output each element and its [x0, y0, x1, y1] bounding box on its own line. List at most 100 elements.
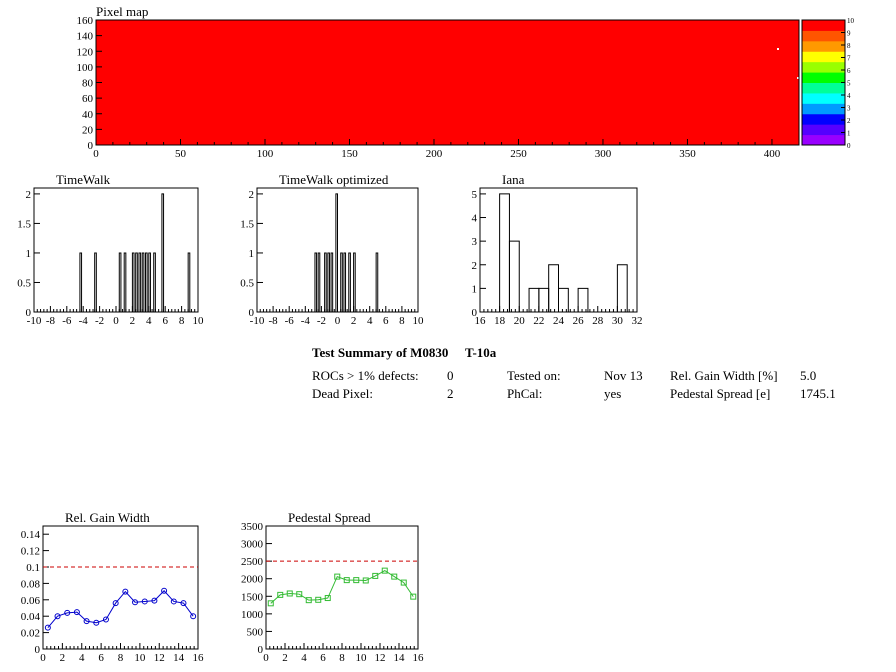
- y-tick-label: 3: [472, 236, 478, 248]
- x-tick-label: 6: [162, 315, 168, 327]
- palette-color-band: [802, 103, 845, 115]
- y-tick-label: 100: [77, 62, 94, 74]
- y-tick-label: 1000: [241, 609, 264, 621]
- x-tick-label: 4: [146, 315, 152, 327]
- data-point: [64, 609, 71, 616]
- y-tick-label: 3000: [241, 539, 264, 551]
- data-point: [54, 613, 61, 620]
- palette-color-band: [802, 72, 845, 83]
- x-tick-label: 8: [399, 315, 405, 327]
- y-tick-label: 1: [472, 283, 478, 295]
- histogram-bin: [335, 193, 338, 312]
- palette-color-band: [802, 82, 845, 94]
- y-tick-label: 2: [472, 260, 478, 272]
- x-tick-label: 0: [263, 652, 269, 664]
- chart-title: Pixel map: [96, 4, 148, 19]
- y-tick-label: 0.06: [21, 595, 41, 607]
- gain-width-value: 5.0: [800, 368, 817, 383]
- chart-title: TimeWalk optimized: [279, 172, 389, 187]
- y-tick-label: 160: [77, 15, 94, 27]
- y-tick-label: 0: [249, 307, 255, 319]
- y-tick-label: 0.5: [17, 277, 31, 289]
- x-tick-label: 18: [494, 315, 506, 327]
- data-point: [73, 609, 80, 616]
- data-point: [381, 567, 388, 574]
- y-tick-label: 0.5: [240, 277, 254, 289]
- y-tick-label: 0: [472, 307, 478, 319]
- x-tick-label: 30: [612, 315, 624, 327]
- x-tick-label: 8: [339, 652, 345, 664]
- palette-label: 6: [847, 67, 851, 75]
- x-tick-label: 6: [383, 315, 389, 327]
- data-point: [180, 600, 187, 607]
- tested-on-label: Tested on:: [507, 368, 561, 383]
- y-tick-label: 140: [77, 31, 94, 43]
- y-tick-label: 0: [35, 644, 41, 656]
- y-tick-label: 1500: [241, 591, 264, 603]
- histogram-bin: [327, 252, 330, 312]
- x-tick-label: 10: [193, 315, 205, 327]
- data-point: [372, 572, 379, 579]
- histogram-bin: [79, 252, 83, 312]
- x-tick-label: 400: [764, 148, 781, 160]
- data-point: [334, 573, 341, 580]
- palette-label: 2: [847, 117, 851, 125]
- histogram-bin: [123, 252, 127, 312]
- palette-label: 5: [847, 80, 851, 88]
- histogram-bin: [118, 252, 122, 312]
- x-tick-label: 300: [595, 148, 612, 160]
- x-tick-label: 4: [301, 652, 307, 664]
- y-tick-label: 80: [82, 78, 94, 90]
- x-tick-label: 0: [93, 148, 99, 160]
- histogram-bin: [317, 252, 321, 312]
- histogram-bin: [330, 252, 334, 312]
- chart-title: TimeWalk: [56, 172, 111, 187]
- summary-title: Test Summary of M0830: [312, 345, 449, 360]
- pixel-map-fill: [96, 20, 799, 145]
- data-point: [93, 619, 100, 626]
- data-point: [161, 587, 168, 594]
- chart-title: Pedestal Spread: [288, 510, 371, 525]
- histogram-bin: [340, 252, 343, 312]
- tested-on-value: Nov 13: [604, 368, 643, 383]
- data-point: [343, 577, 350, 584]
- x-tick-label: 150: [341, 148, 358, 160]
- x-tick-label: 8: [118, 652, 124, 664]
- x-tick-label: 16: [413, 652, 425, 664]
- x-tick-label: 10: [413, 315, 425, 327]
- data-point: [190, 613, 197, 620]
- y-tick-label: 0: [26, 307, 32, 319]
- gain-width-label: Rel. Gain Width [%]: [670, 368, 778, 383]
- x-tick-label: -6: [285, 315, 295, 327]
- y-tick-label: 2000: [241, 574, 264, 586]
- x-tick-label: 22: [533, 315, 544, 327]
- data-point: [83, 618, 90, 625]
- pedestal-spread-value: 1745.1: [800, 386, 836, 401]
- y-tick-label: 0.02: [21, 628, 40, 640]
- x-tick-label: 16: [193, 652, 205, 664]
- chart-5: Pedestal Spread 0 2 4 6 8 10 12 14 16 0 500 1000 1500…: [241, 510, 424, 664]
- data-point: [400, 579, 407, 586]
- histogram-bin: [324, 252, 327, 312]
- palette-label: 4: [847, 92, 851, 100]
- x-tick-label: -10: [27, 315, 42, 327]
- x-tick-label: 0: [335, 315, 341, 327]
- chart-1: TimeWalk-10 -8 -6 -4 -2 0 2 4 6 8 1000.511.52: [17, 172, 204, 327]
- histogram-bin: [138, 252, 142, 312]
- x-tick-label: -2: [95, 315, 104, 327]
- x-tick-label: 14: [173, 652, 185, 664]
- y-tick-label: 120: [77, 46, 94, 58]
- phcal-label: PhCal:: [507, 386, 543, 401]
- data-point: [391, 573, 398, 580]
- x-tick-label: 0: [40, 652, 46, 664]
- palette-color-band: [802, 30, 845, 42]
- x-tick-label: 26: [573, 315, 585, 327]
- data-point: [353, 577, 360, 584]
- y-tick-label: 2500: [241, 556, 264, 568]
- palette-color-band: [802, 51, 845, 63]
- y-tick-label: 4: [472, 213, 478, 225]
- x-tick-label: 100: [257, 148, 274, 160]
- histogram-bin: [343, 252, 347, 312]
- x-tick-label: 2: [351, 315, 357, 327]
